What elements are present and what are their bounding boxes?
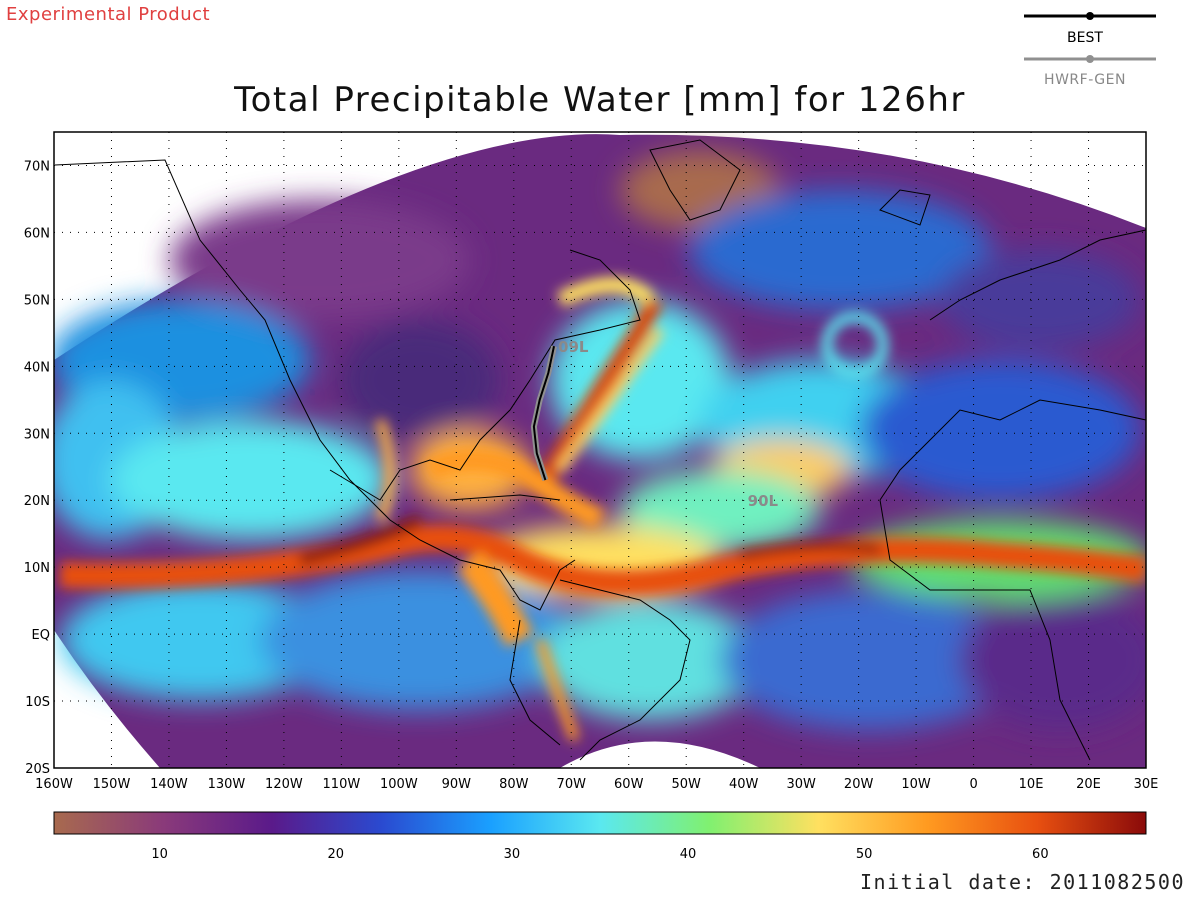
lat-label: 50N	[24, 293, 50, 308]
lon-label: 110W	[323, 777, 361, 792]
colorbar-tick-label: 50	[856, 847, 873, 860]
lat-label: 40N	[24, 360, 50, 375]
lon-label: 20E	[1076, 777, 1101, 792]
lon-label: 90W	[442, 777, 472, 792]
lon-label: 20W	[844, 777, 874, 792]
lon-label: 140W	[150, 777, 188, 792]
lon-label: 30W	[786, 777, 816, 792]
colorbar-tick-label: 20	[328, 847, 345, 860]
lon-label: 60W	[614, 777, 644, 792]
initial-date: Initial date: 2011082500	[860, 870, 1185, 894]
lat-label: 20S	[25, 762, 50, 777]
lon-label: 100W	[380, 777, 418, 792]
lon-label: 10W	[901, 777, 931, 792]
lat-label: 60N	[24, 226, 50, 241]
legend-hwrf-label: HWRF-GEN	[1044, 72, 1126, 88]
latitude-labels: 70N 60N 50N 40N 30N 20N 10N EQ 10S 20S	[24, 159, 50, 777]
legend-best-label: BEST	[1067, 30, 1103, 46]
lon-label: 150W	[93, 777, 131, 792]
colorbar-tick-label: 30	[504, 847, 521, 860]
lon-label: 130W	[208, 777, 246, 792]
lon-label: 30E	[1134, 777, 1159, 792]
experimental-label: Experimental Product	[6, 4, 211, 25]
lon-label: 70W	[557, 777, 587, 792]
lon-label: 80W	[499, 777, 529, 792]
colorbar-tick-label: 40	[680, 847, 697, 860]
legend-lines	[1024, 12, 1156, 63]
lat-label: 10N	[24, 561, 50, 576]
lon-label: 50W	[672, 777, 702, 792]
storm-track-best	[532, 345, 555, 481]
storm-label-90l: 90L	[748, 492, 779, 510]
map-panel: 09L 90L 70N 60N 50N 40N 30N 20N 10N EQ 10S 20S 160…	[24, 131, 1158, 860]
storm-label-09l: 09L	[558, 338, 589, 356]
lon-label: 160W	[35, 777, 73, 792]
coastlines	[54, 139, 1146, 761]
storm-labels: 09L 90L	[558, 338, 779, 510]
colorbar-tick-label: 60	[1032, 847, 1049, 860]
lon-label: 120W	[265, 777, 303, 792]
lon-label: 10E	[1019, 777, 1044, 792]
legend	[1020, 8, 1160, 93]
tpw-field: 09L 90L	[54, 132, 1146, 768]
lat-label: 70N	[24, 159, 50, 174]
lon-label: 40W	[729, 777, 759, 792]
lat-label: 20N	[24, 494, 50, 509]
longitude-labels: 160W 150W 140W 130W 120W 110W 100W 90W 80W 70W 60W…	[35, 777, 1158, 792]
lat-label: EQ	[32, 628, 50, 643]
map-frame	[53, 131, 1147, 769]
lat-label: 30N	[24, 427, 50, 442]
colorbar-tick-label: 10	[151, 847, 168, 860]
legend-hwrf-marker	[1086, 55, 1094, 63]
colorbar-ticks: 10 20 30 40 50 60	[151, 847, 1048, 860]
colorbar	[53, 811, 1147, 835]
plot-title: Total Precipitable Water [mm] for 126hr	[234, 80, 966, 120]
lat-label: 10S	[25, 695, 50, 710]
lon-label: 0	[969, 777, 977, 792]
legend-best-marker	[1086, 12, 1094, 20]
